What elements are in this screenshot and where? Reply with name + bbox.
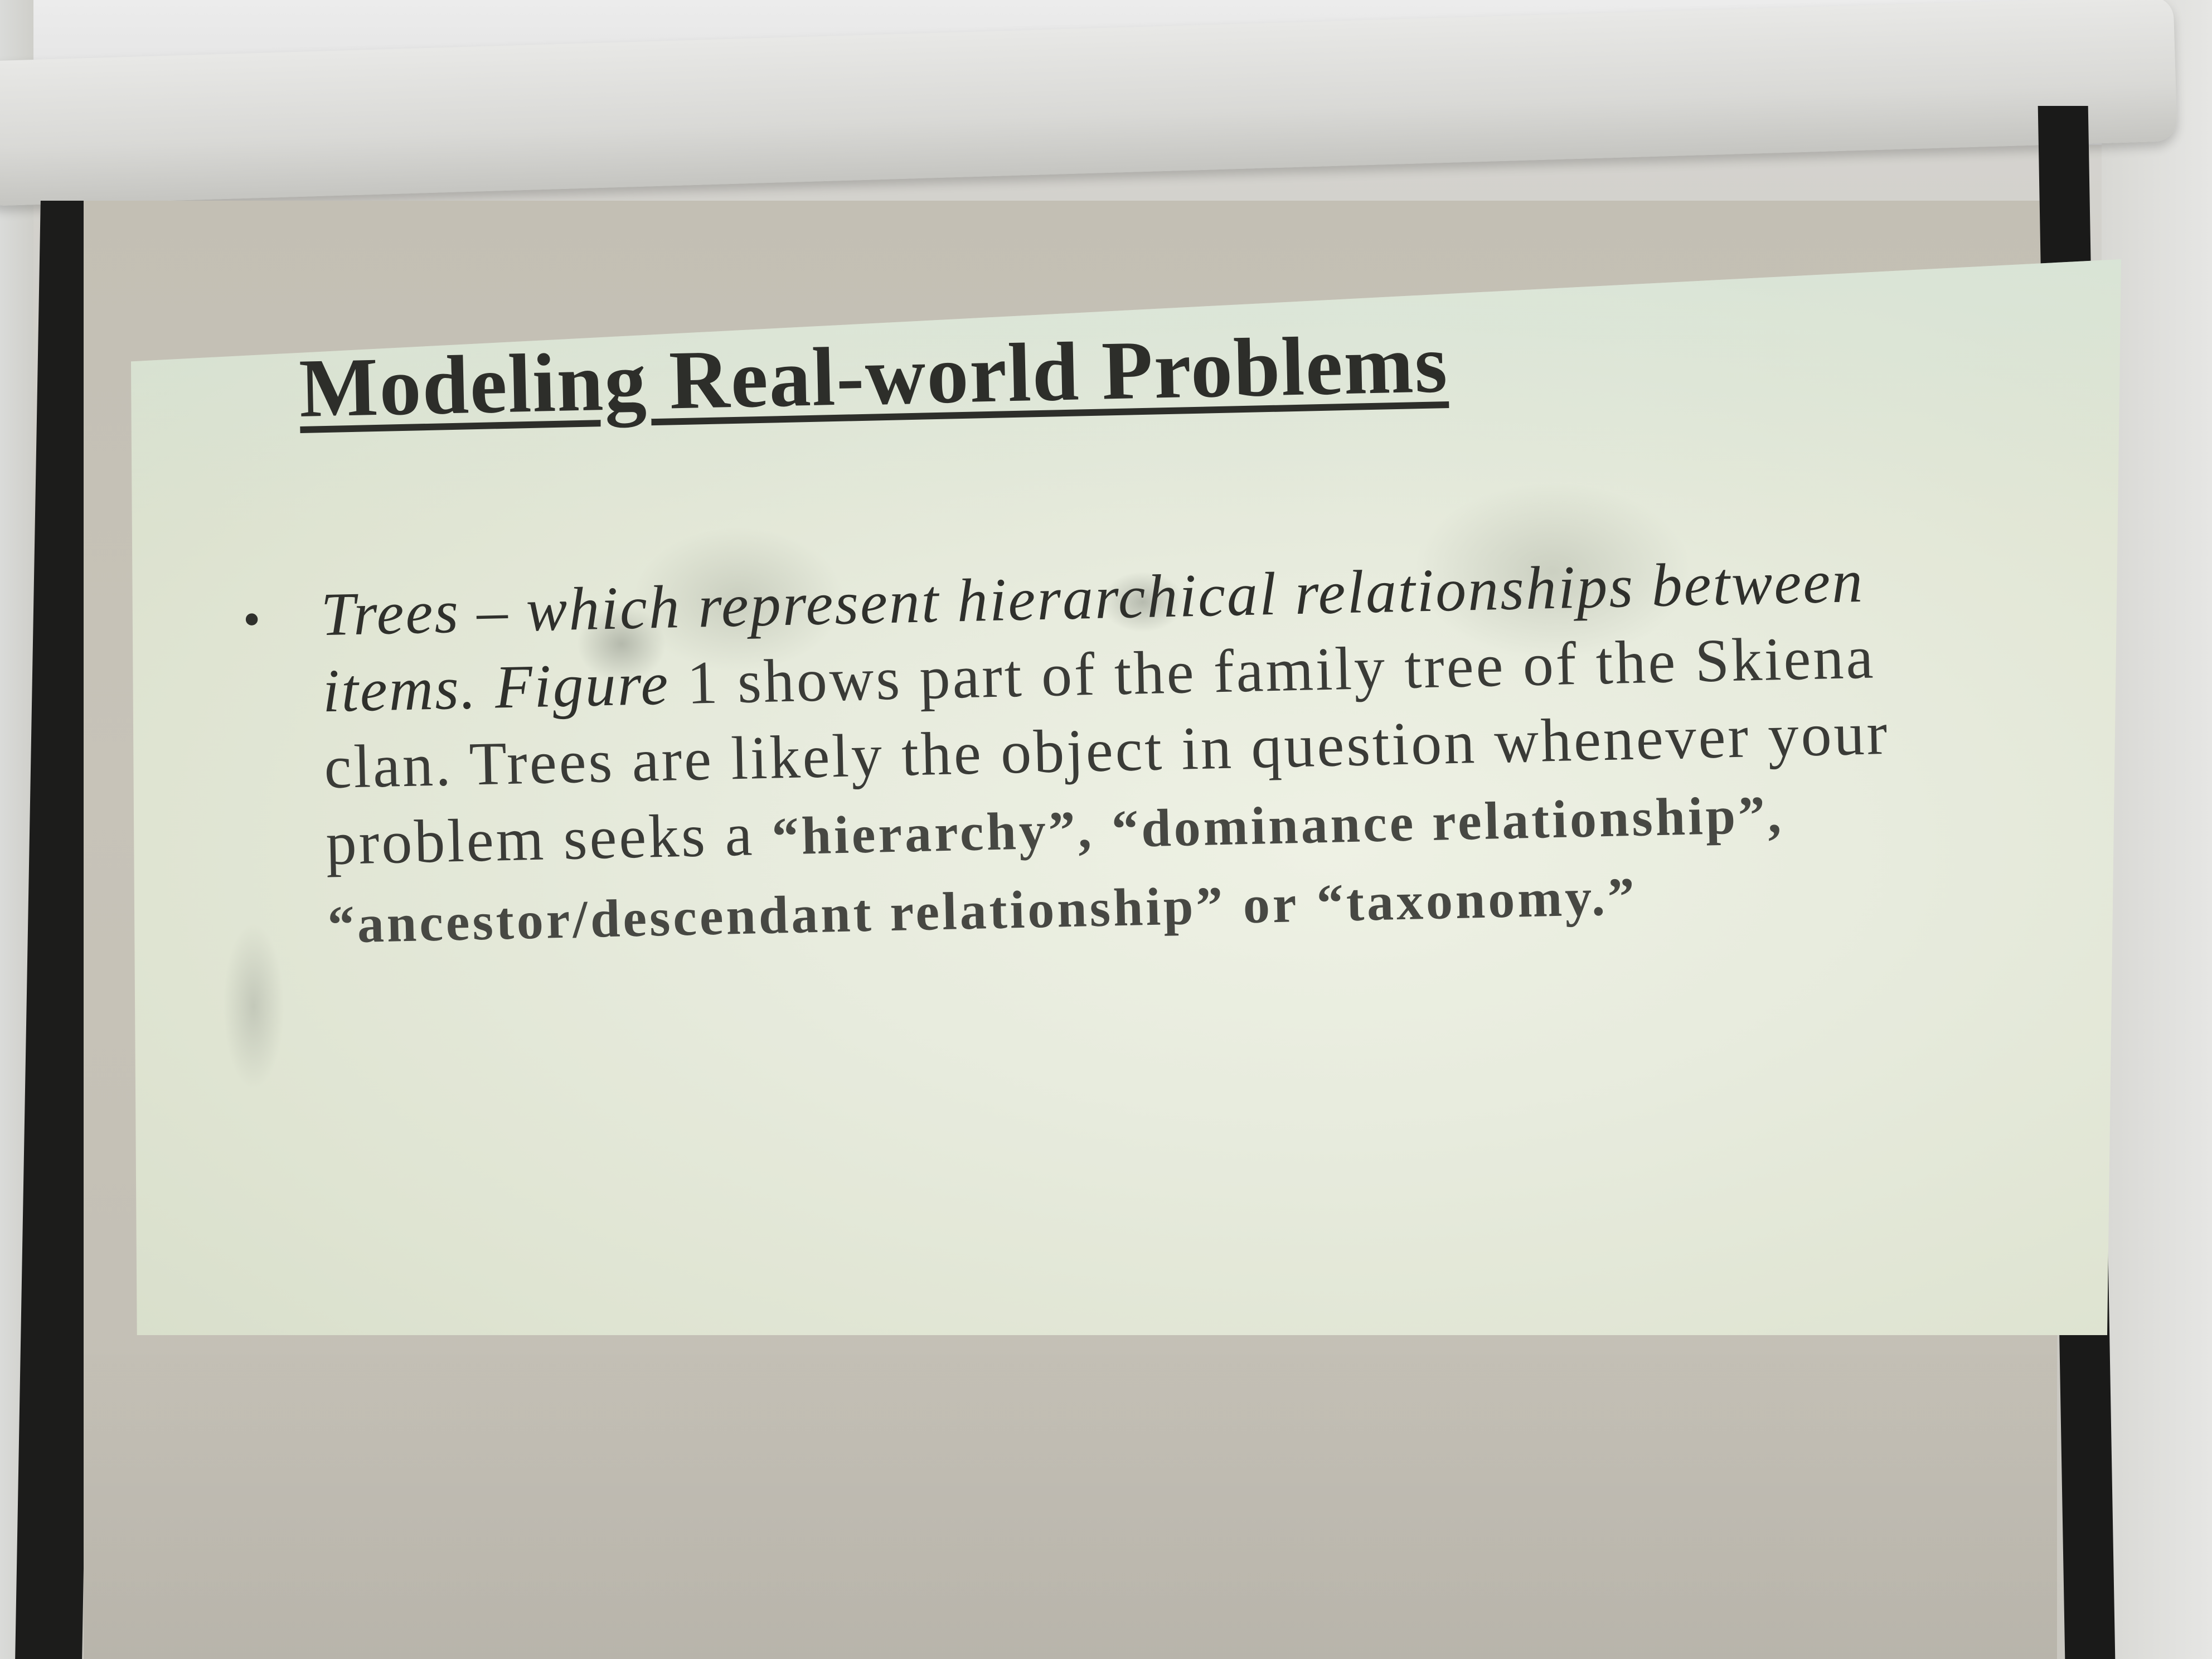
quote-dominance: “dominance relationship”, bbox=[1111, 784, 1785, 859]
bullet-item: • Trees – which represent hierarchical r… bbox=[242, 540, 2011, 964]
bullet-dash: – bbox=[459, 576, 527, 646]
quote-hierarchy: “hierarchy”, bbox=[771, 799, 1095, 866]
slide-content: Modeling Real-world Problems • Trees – w… bbox=[242, 305, 2012, 963]
bullet-text: Trees – which represent hierarchical rel… bbox=[320, 541, 1972, 963]
screen-bottom-shadow bbox=[84, 1338, 2057, 1659]
quote-taxonomy: “taxonomy.” bbox=[1316, 866, 1638, 933]
bullet-figure: Figure bbox=[494, 649, 671, 721]
ink-mark bbox=[223, 923, 284, 1090]
quote-ancestor: “ancestor/descendant relationship” bbox=[327, 875, 1226, 955]
ink-mark bbox=[577, 605, 666, 683]
screen-smudge bbox=[1413, 482, 1692, 661]
projected-slide: Modeling Real-world Problems • Trees – w… bbox=[131, 259, 2121, 1335]
word-or: or bbox=[1242, 874, 1300, 935]
screen-smudge bbox=[633, 527, 845, 672]
bullet-icon: • bbox=[242, 591, 261, 648]
wall-right bbox=[2102, 0, 2212, 1659]
ink-mark bbox=[1101, 571, 1185, 633]
bullet-term: Trees bbox=[320, 577, 461, 649]
